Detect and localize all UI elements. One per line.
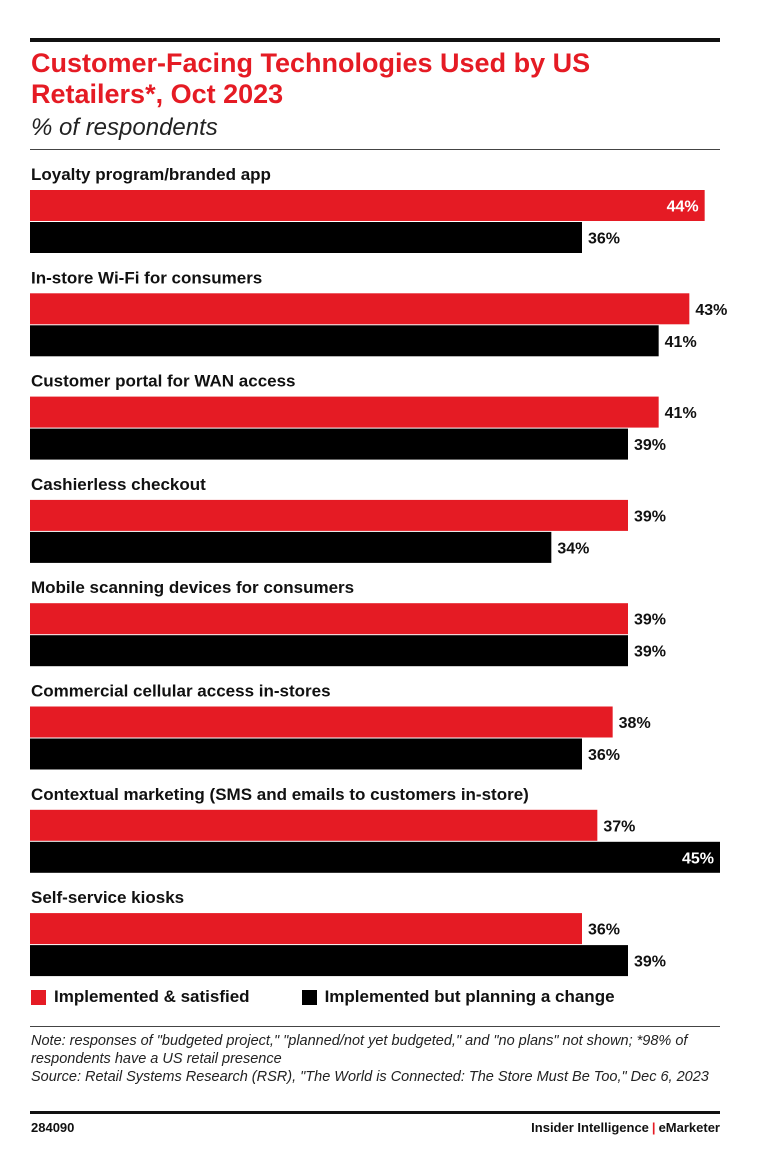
data-label: 39%	[634, 612, 666, 629]
chart-id: 284090	[31, 1120, 75, 1135]
category-label: Cashierless checkout	[31, 475, 206, 494]
data-label: 37%	[603, 818, 635, 835]
data-label: 36%	[588, 922, 620, 939]
source-text: Source: Retail Systems Research (RSR), "…	[31, 1069, 709, 1085]
data-label: 38%	[619, 715, 651, 732]
note-block: Note: responses of "budgeted project," "…	[31, 1032, 721, 1086]
top-rule	[30, 38, 720, 42]
data-label: 41%	[665, 334, 697, 351]
legend-label: Implemented & satisfied	[54, 987, 250, 1006]
bar-planning-change	[30, 428, 628, 460]
bar-planning-change	[30, 531, 552, 563]
chart-subtitle: % of respondents	[31, 114, 218, 141]
category-label: Customer portal for WAN access	[31, 372, 296, 391]
note-rule	[30, 1026, 720, 1027]
brand-emarketer: eMarketer	[658, 1120, 720, 1135]
bar-implemented-satisfied	[30, 499, 628, 531]
bar-implemented-satisfied	[30, 913, 582, 945]
bar-planning-change	[30, 841, 720, 873]
data-label: 41%	[665, 405, 697, 422]
bar-implemented-satisfied	[30, 809, 598, 841]
data-label: 36%	[588, 231, 620, 248]
data-label: 39%	[634, 644, 666, 661]
bar-implemented-satisfied	[30, 603, 628, 635]
data-label: 39%	[634, 954, 666, 971]
category-label: Loyalty program/branded app	[31, 165, 271, 184]
legend-item-planning-change: Implemented but planning a change	[301, 987, 615, 1007]
data-label: 44%	[667, 199, 699, 216]
data-label: 36%	[588, 747, 620, 764]
data-label: 45%	[682, 850, 714, 867]
category-label: Mobile scanning devices for consumers	[31, 578, 354, 597]
note-text: Note: responses of "budgeted project," "…	[31, 1033, 688, 1067]
bar-implemented-satisfied	[30, 396, 659, 428]
footer-brand: Insider Intelligence | eMarketer	[531, 1120, 720, 1135]
category-label: In-store Wi-Fi for consumers	[31, 268, 262, 287]
category-label: Contextual marketing (SMS and emails to …	[31, 785, 529, 804]
data-label: 43%	[695, 302, 727, 319]
subtitle-rule	[30, 149, 720, 150]
legend-label: Implemented but planning a change	[324, 987, 615, 1006]
bar-planning-change	[30, 325, 659, 357]
bar-planning-change	[30, 738, 582, 770]
bottom-rule	[30, 1111, 720, 1114]
bar-planning-change	[30, 945, 628, 977]
legend-swatch-black	[301, 989, 317, 1005]
brand-separator: |	[651, 1120, 656, 1135]
bar-implemented-satisfied	[30, 190, 705, 221]
bar-implemented-satisfied	[30, 293, 690, 325]
data-label: 34%	[557, 540, 589, 557]
category-label: Commercial cellular access in-stores	[31, 682, 331, 701]
data-label: 39%	[634, 437, 666, 454]
legend: Implemented & satisfied Implemented but …	[31, 987, 615, 1007]
legend-item-implemented-satisfied: Implemented & satisfied	[31, 987, 250, 1007]
bar-planning-change	[30, 222, 582, 253]
category-label: Self-service kiosks	[31, 888, 184, 907]
data-label: 39%	[634, 508, 666, 525]
bar-planning-change	[30, 635, 628, 667]
bar-implemented-satisfied	[30, 706, 613, 738]
legend-swatch-red	[31, 989, 46, 1005]
chart-title: Customer-Facing Technologies Used by US …	[31, 48, 591, 109]
bar-chart: Loyalty program/branded app 44% 36% In-stor…	[30, 165, 727, 977]
brand-insider: Insider Intelligence	[531, 1120, 649, 1135]
